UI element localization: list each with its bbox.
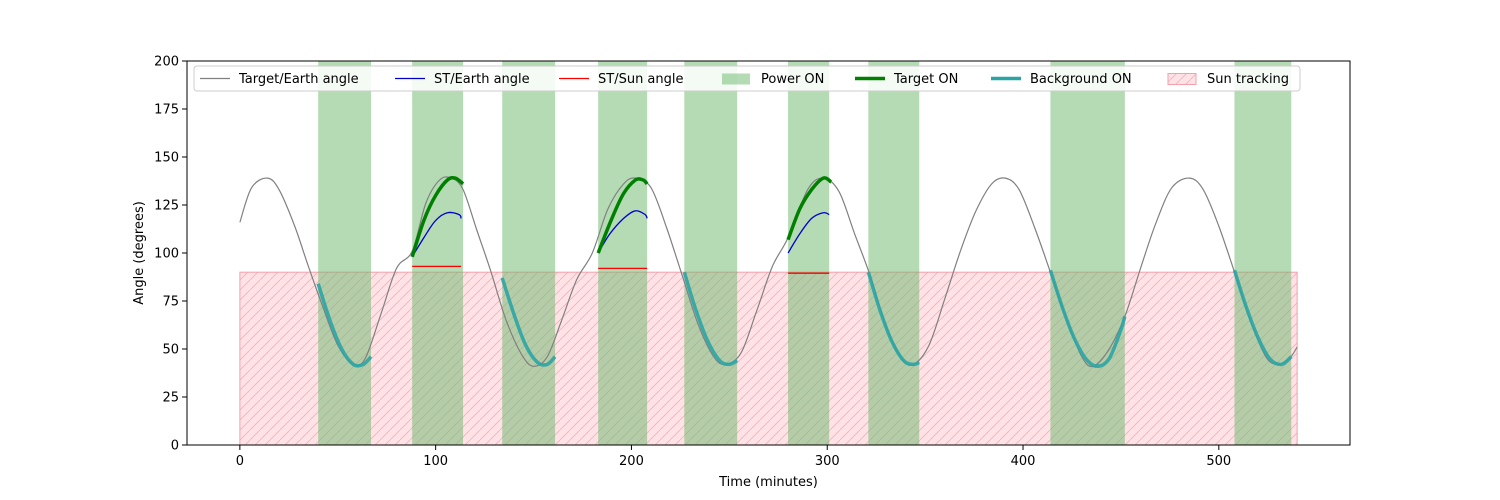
- legend-label-power_on: Power ON: [761, 72, 824, 87]
- sun-tracking-hatch: [239, 271, 1298, 445]
- power-on-span-5: [684, 61, 738, 445]
- st-earth-angle-segment-3: [787, 211, 830, 254]
- background-on-segment-4: [866, 271, 921, 367]
- power-on-span-3: [502, 61, 556, 445]
- legend-swatch-sun_tracking-hatch: [1168, 73, 1196, 85]
- lines-layer: [239, 175, 1298, 369]
- y-tick-label-75: 75: [162, 295, 179, 310]
- x-tick-label-0: 0: [236, 454, 244, 469]
- x-tick-label-400: 400: [1011, 454, 1036, 469]
- axes-layer: 0 100 200 300 400 500 0 25 50 75 100 125 150 175 200: [154, 55, 1231, 470]
- power-on-span-2: [412, 61, 464, 445]
- power-on-span-6: [788, 61, 830, 445]
- legend: Target/Earth angle ST/Earth angle ST/Sun a…: [193, 65, 1301, 92]
- power-on-span-9: [1234, 61, 1292, 445]
- background-on-segment-3: [682, 271, 739, 367]
- y-tick-label-50: 50: [162, 343, 179, 358]
- target-on-segment-3: [786, 176, 833, 241]
- y-tick-label-0: 0: [171, 439, 179, 454]
- sun-tracking-layer: [239, 271, 1298, 445]
- y-tick-label-125: 125: [154, 199, 179, 214]
- target-on-segment-1: [410, 175, 465, 258]
- background-on-segment-5: [1048, 269, 1127, 369]
- legend-label-st_earth: ST/Earth angle: [434, 72, 530, 87]
- legend-label-target_earth: Target/Earth angle: [238, 72, 359, 87]
- y-axis-label: Angle (degrees): [132, 201, 147, 305]
- power-on-span-8: [1050, 61, 1125, 445]
- legend-label-target_on: Target ON: [893, 72, 958, 87]
- st-earth-angle-segment-2: [597, 210, 648, 254]
- x-tick-label-200: 200: [619, 454, 644, 469]
- background-on-segment-2: [500, 277, 557, 367]
- st-earth-angle-segment-1: [411, 211, 462, 258]
- y-tick-label-150: 150: [154, 151, 179, 166]
- y-tick-label-175: 175: [154, 103, 179, 118]
- legend-label-st_sun: ST/Sun angle: [598, 72, 684, 87]
- power-on-span-4: [598, 61, 648, 445]
- target-on-segment-2: [596, 177, 649, 254]
- y-tick-label-25: 25: [162, 391, 179, 406]
- y-tick-label-200: 200: [154, 55, 179, 70]
- power-on-layer: [318, 61, 1292, 445]
- x-tick-label-100: 100: [423, 454, 448, 469]
- x-tick-label-300: 300: [815, 454, 840, 469]
- background-on-segment-6: [1232, 269, 1293, 367]
- power-on-span-7: [868, 61, 920, 445]
- legend-label-background_on: Background ON: [1030, 72, 1132, 87]
- x-tick-label-500: 500: [1206, 454, 1231, 469]
- background-on-segment-1: [316, 283, 373, 368]
- legend-label-sun_tracking: Sun tracking: [1207, 72, 1289, 87]
- x-axis-label: Time (minutes): [718, 475, 818, 490]
- power-on-span-1: [318, 61, 372, 445]
- y-tick-label-100: 100: [154, 247, 179, 262]
- legend-swatch-power_on: [722, 73, 750, 85]
